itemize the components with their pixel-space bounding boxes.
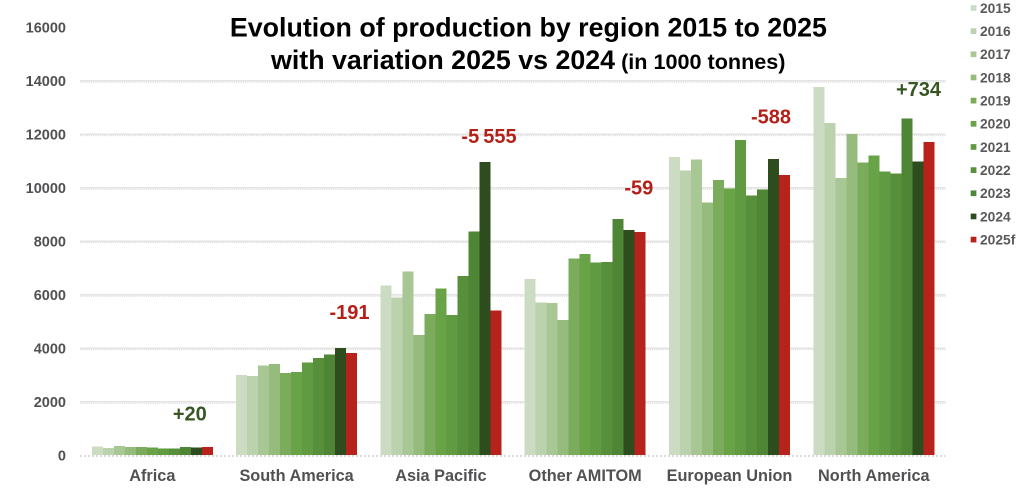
svg-text:2018: 2018 bbox=[980, 70, 1011, 85]
svg-text:North America: North America bbox=[818, 467, 931, 485]
svg-text:Other AMITOM: Other AMITOM bbox=[529, 467, 642, 485]
svg-text:2021: 2021 bbox=[980, 140, 1011, 155]
svg-text:14000: 14000 bbox=[26, 74, 66, 90]
svg-text:2019: 2019 bbox=[980, 94, 1011, 109]
svg-text:2022: 2022 bbox=[980, 163, 1011, 178]
svg-text:2020: 2020 bbox=[980, 117, 1011, 132]
svg-text:2016: 2016 bbox=[980, 24, 1011, 39]
svg-text:Africa: Africa bbox=[129, 467, 176, 485]
svg-text:-59: -59 bbox=[624, 177, 653, 199]
svg-text:2024: 2024 bbox=[980, 209, 1011, 224]
svg-text:+734: +734 bbox=[896, 79, 942, 101]
svg-text:2023: 2023 bbox=[980, 186, 1011, 201]
svg-text:European Union: European Union bbox=[667, 467, 793, 485]
svg-text:South America: South America bbox=[239, 467, 354, 485]
svg-text:0: 0 bbox=[58, 448, 66, 464]
svg-text:with variation 2025 vs 2024 (i: with variation 2025 vs 2024 (in 1000 ton… bbox=[270, 45, 785, 75]
svg-text:-5 555: -5 555 bbox=[461, 126, 516, 148]
svg-text:Asia Pacific: Asia Pacific bbox=[395, 467, 486, 485]
svg-text:2025f: 2025f bbox=[980, 232, 1016, 247]
svg-text:Evolution of production by reg: Evolution of production by region 2015 t… bbox=[230, 13, 827, 43]
svg-text:2000: 2000 bbox=[34, 395, 66, 411]
svg-text:6000: 6000 bbox=[34, 288, 66, 304]
svg-text:-191: -191 bbox=[329, 302, 369, 324]
svg-text:8000: 8000 bbox=[34, 234, 66, 250]
svg-text:2017: 2017 bbox=[980, 47, 1011, 62]
svg-text:4000: 4000 bbox=[34, 341, 66, 357]
svg-text:-588: -588 bbox=[751, 107, 791, 129]
svg-text:2015: 2015 bbox=[980, 1, 1011, 16]
svg-text:10000: 10000 bbox=[26, 181, 66, 197]
svg-text:16000: 16000 bbox=[26, 20, 66, 36]
svg-text:12000: 12000 bbox=[26, 127, 66, 143]
svg-text:+20: +20 bbox=[173, 404, 207, 426]
